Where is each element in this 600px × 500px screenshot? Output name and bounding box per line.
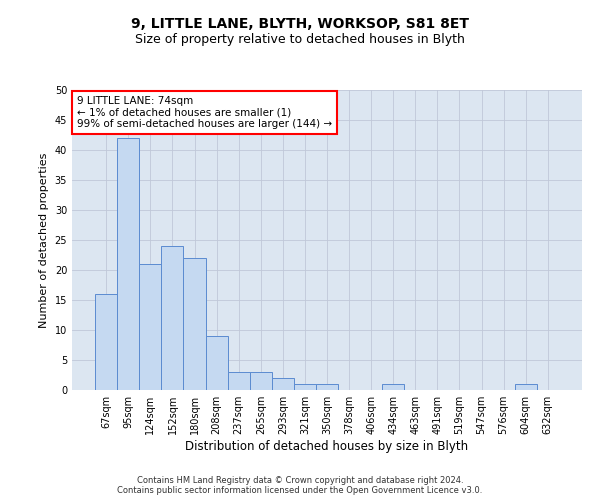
Text: 9 LITTLE LANE: 74sqm
← 1% of detached houses are smaller (1)
99% of semi-detache: 9 LITTLE LANE: 74sqm ← 1% of detached ho… xyxy=(77,96,332,129)
Y-axis label: Number of detached properties: Number of detached properties xyxy=(39,152,49,328)
Bar xyxy=(184,258,206,390)
Bar xyxy=(139,264,161,390)
Text: Size of property relative to detached houses in Blyth: Size of property relative to detached ho… xyxy=(135,32,465,46)
Bar xyxy=(272,378,294,390)
Bar xyxy=(206,336,227,390)
Bar xyxy=(382,384,404,390)
Bar xyxy=(117,138,139,390)
Bar xyxy=(95,294,117,390)
Text: Contains HM Land Registry data © Crown copyright and database right 2024.
Contai: Contains HM Land Registry data © Crown c… xyxy=(118,476,482,495)
Bar xyxy=(316,384,338,390)
Bar xyxy=(250,372,272,390)
Bar xyxy=(294,384,316,390)
X-axis label: Distribution of detached houses by size in Blyth: Distribution of detached houses by size … xyxy=(185,440,469,453)
Bar xyxy=(227,372,250,390)
Bar xyxy=(515,384,537,390)
Bar xyxy=(161,246,184,390)
Text: 9, LITTLE LANE, BLYTH, WORKSOP, S81 8ET: 9, LITTLE LANE, BLYTH, WORKSOP, S81 8ET xyxy=(131,18,469,32)
